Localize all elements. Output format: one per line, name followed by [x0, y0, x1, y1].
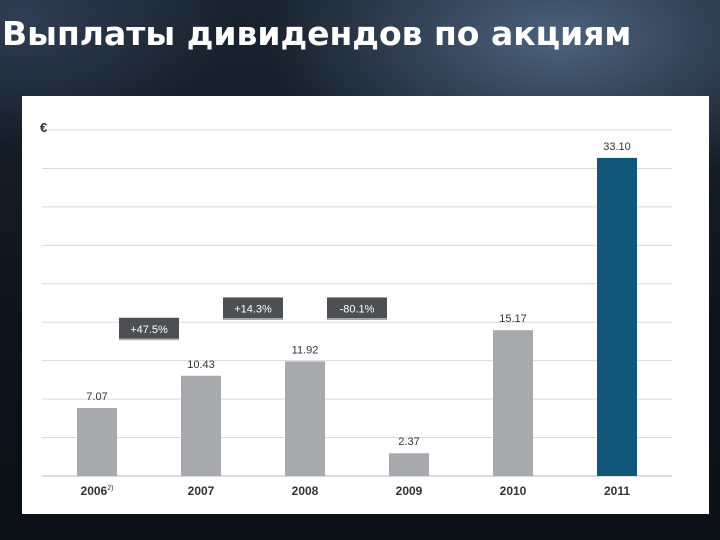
bar-2009 — [389, 453, 429, 476]
change-annotation: -80.1% — [327, 297, 387, 320]
x-tick-labels: 20062) 2007 2008 2009 2010 2011 — [81, 484, 631, 498]
annotation-box — [119, 317, 179, 339]
bar-2006 — [77, 408, 117, 476]
value-label-2006: 7.07 — [86, 391, 107, 403]
value-label-2011: 33.10 — [603, 141, 631, 153]
annotation-text: +47.5% — [130, 324, 168, 336]
y-axis-unit-label: € — [40, 120, 47, 135]
value-label-2007: 10.43 — [187, 359, 215, 371]
value-label-2009: 2.37 — [398, 436, 419, 448]
gridlines — [42, 129, 672, 477]
tick-label-2011: 2011 — [604, 484, 630, 498]
chart-panel: 7.07 10.43 11.92 2.37 15.17 33.10 20062) 2007 2… — [22, 96, 709, 514]
change-annotation: +14.3% — [223, 297, 283, 320]
slide-title: Выплаты дивидендов по акциям — [2, 14, 632, 53]
annotation-box — [327, 297, 387, 319]
value-labels: 7.07 10.43 11.92 2.37 15.17 33.10 — [86, 141, 630, 448]
tick-label-2006: 20062) — [81, 484, 114, 498]
annotation-box — [223, 297, 283, 319]
annotation-text: +14.3% — [234, 303, 272, 315]
tick-label-2009: 2009 — [396, 484, 423, 498]
annotation-text: -80.1% — [340, 303, 375, 315]
tick-label-2010: 2010 — [500, 484, 527, 498]
bar-2008 — [285, 361, 325, 476]
change-annotations: +47.5% +14.3% -80.1% — [119, 297, 387, 341]
bar-2010 — [493, 330, 533, 476]
bars — [77, 157, 637, 476]
bar-2011 — [597, 157, 637, 476]
tick-label-2007: 2007 — [188, 484, 215, 498]
tick-label-2008: 2008 — [292, 484, 319, 498]
bar-2007 — [181, 375, 221, 476]
tick-footnote-marker: 2) — [107, 485, 113, 492]
change-annotation: +47.5% — [119, 317, 179, 341]
value-label-2010: 15.17 — [499, 313, 527, 325]
value-label-2008: 11.92 — [292, 344, 319, 356]
